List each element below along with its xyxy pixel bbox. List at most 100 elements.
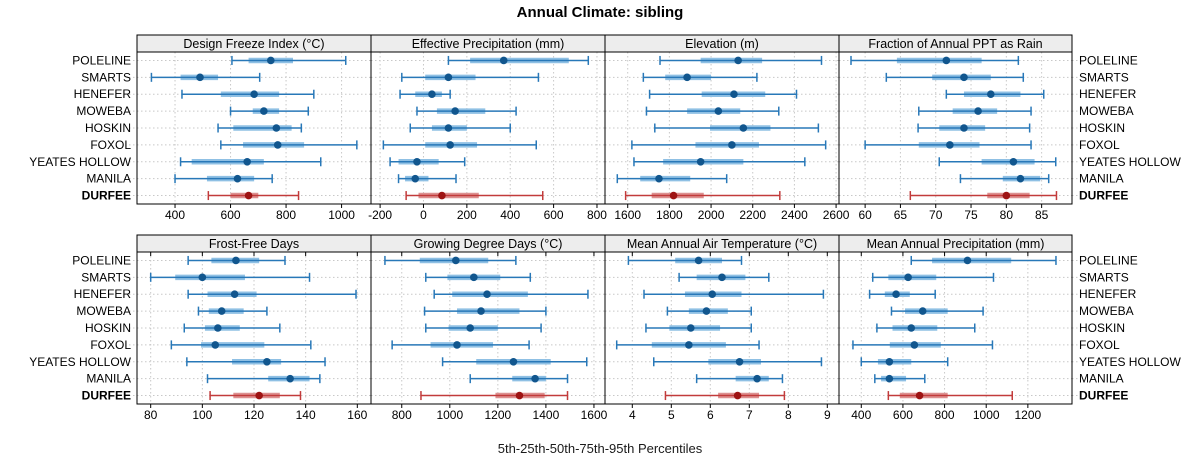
row-label-right-smarts: SMARTS — [1079, 270, 1129, 284]
series-moweba — [197, 306, 268, 316]
x-tick-label: 1800 — [656, 208, 683, 222]
row-label-right-durfee: DURFEE — [1079, 189, 1128, 203]
row-label-right-yeates-hollow: YEATES HOLLOW — [1079, 155, 1181, 169]
median-dot — [687, 324, 695, 332]
row-label-right-yeates-hollow: YEATES HOLLOW — [1079, 355, 1181, 369]
series-poleline — [187, 255, 286, 265]
row-label-right-durfee: DURFEE — [1079, 389, 1128, 403]
x-tick-label: 2000 — [698, 208, 725, 222]
series-poleline — [910, 255, 1057, 265]
median-dot — [272, 124, 281, 132]
series-hoskin — [183, 323, 281, 333]
strip-label: Frost-Free Days — [209, 237, 299, 251]
median-dot — [702, 307, 711, 315]
median-dot — [915, 391, 924, 400]
median-dot — [733, 391, 742, 400]
median-dot — [451, 107, 459, 115]
series-henefer — [181, 89, 315, 99]
median-dot — [499, 56, 508, 65]
row-label-left-manila: MANILA — [86, 372, 131, 386]
median-dot — [260, 107, 268, 115]
series-smarts — [678, 272, 770, 282]
series-poleline — [447, 55, 590, 65]
median-dot — [198, 273, 207, 282]
panel-mean-annual-air-temperature-c: 4 5 6 7 8 9 Mean Annual Air Temperature (°C) — [604, 234, 840, 422]
series-smarts — [401, 72, 540, 82]
median-dot — [531, 374, 539, 383]
row-label-right-henefer: HENEFER — [1079, 287, 1137, 301]
series-manila — [397, 174, 457, 184]
x-tick-label: 400 — [500, 208, 520, 222]
x-tick-label: 1600 — [581, 408, 608, 422]
row-label-right-hoskin: HOSKIN — [1079, 321, 1125, 335]
series-hoskin — [917, 123, 1031, 133]
median-dot — [974, 107, 982, 115]
median-dot — [669, 191, 678, 200]
median-dot — [470, 273, 478, 282]
x-tick-label: 5 — [668, 408, 675, 422]
percentile-caption: 5th-25th-50th-75th-95th Percentiles — [497, 441, 703, 456]
median-dot — [446, 141, 454, 149]
median-dot — [211, 341, 220, 349]
median-dot — [753, 374, 761, 383]
x-tick-label: 9 — [824, 408, 831, 422]
row-label-right-moweba: MOWEBA — [1079, 304, 1134, 318]
row-label-right-poleline: POLELINE — [1079, 53, 1138, 67]
x-tick-label: 1200 — [484, 408, 511, 422]
x-tick-label: 400 — [165, 208, 185, 222]
median-dot — [444, 124, 453, 132]
panel-border — [838, 251, 1073, 405]
series-durfee — [207, 191, 300, 201]
series-poleline — [850, 55, 1020, 65]
x-tick-label: 800 — [587, 208, 607, 222]
x-tick-label: 70 — [929, 208, 943, 222]
median-dot — [196, 73, 204, 82]
series-yeates-hollow — [389, 157, 466, 167]
series-henefer — [399, 89, 451, 99]
x-tick-label: 1200 — [1015, 408, 1042, 422]
x-tick-label: 8 — [785, 408, 792, 422]
median-dot — [477, 307, 485, 315]
x-tick-label: 4 — [629, 408, 636, 422]
series-foxol — [615, 340, 760, 350]
median-dot — [244, 191, 253, 200]
series-durfee — [209, 391, 302, 401]
x-tick-label: 80 — [144, 408, 158, 422]
x-tick-label: 600 — [221, 208, 241, 222]
median-dot — [918, 307, 927, 315]
x-tick-label: 160 — [347, 408, 367, 422]
strip-label: Design Freeze Index (°C) — [183, 37, 324, 51]
median-dot — [735, 357, 744, 366]
median-dot — [942, 56, 951, 65]
x-tick-label: 600 — [544, 208, 564, 222]
panel-effective-precipitation-mm: -200 0 200 400 600 800 Effective Precipitation… — [368, 34, 607, 222]
x-tick-label: 140 — [296, 408, 316, 422]
series-hoskin — [876, 323, 976, 333]
row-label-right-moweba: MOWEBA — [1079, 104, 1134, 118]
x-tick-label: -200 — [368, 208, 392, 222]
median-dot — [438, 191, 446, 200]
series-durfee — [887, 391, 1013, 401]
median-dot — [1016, 174, 1025, 183]
x-tick-label: 120 — [244, 408, 264, 422]
series-henefer — [868, 289, 936, 299]
median-dot — [696, 157, 705, 166]
x-tick-label: 1600 — [614, 208, 641, 222]
strip-label: Elevation (m) — [685, 37, 759, 51]
median-dot — [739, 124, 748, 132]
x-tick-label: 800 — [935, 408, 955, 422]
series-manila — [469, 374, 569, 384]
series-manila — [959, 174, 1050, 184]
median-dot — [1002, 191, 1011, 200]
x-tick-label: 800 — [276, 208, 296, 222]
median-dot — [286, 374, 294, 383]
median-dot — [266, 56, 275, 65]
median-dot — [263, 357, 271, 366]
series-smarts — [871, 272, 995, 282]
median-dot — [960, 124, 968, 132]
series-smarts — [885, 72, 1025, 82]
median-dot — [413, 157, 421, 166]
panel-elevation-m: 1600 1800 2000 2200 2400 2600 Elevation (m) — [604, 34, 850, 222]
series-henefer — [648, 89, 798, 99]
